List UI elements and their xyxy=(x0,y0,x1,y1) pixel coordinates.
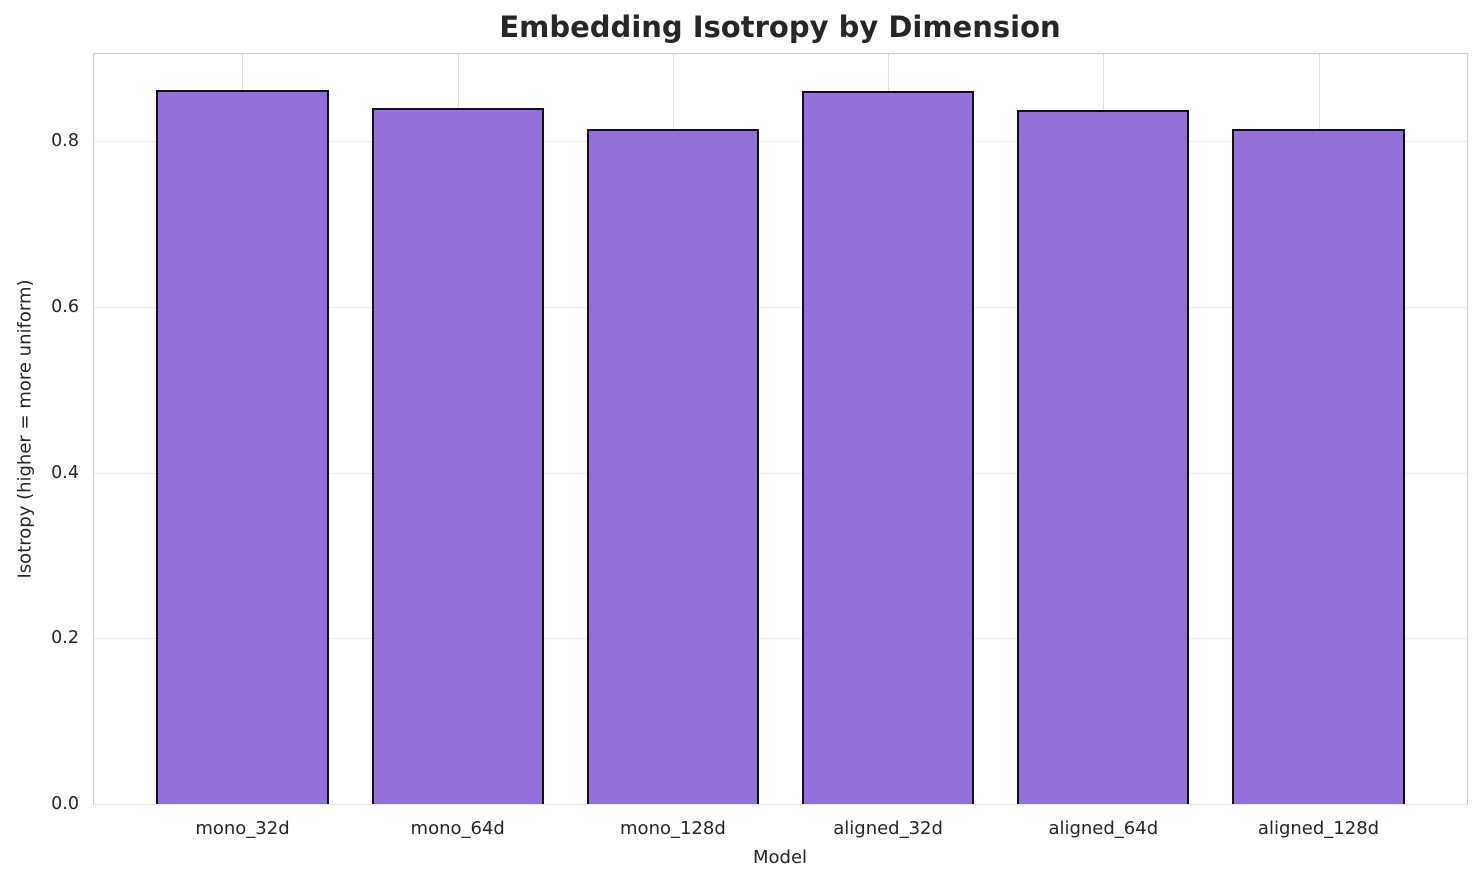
y-tick-label: 0.0 xyxy=(51,794,79,814)
y-tick-label: 0.4 xyxy=(51,462,79,483)
bar-aligned_64d xyxy=(1017,109,1190,804)
x-tick-label: mono_32d xyxy=(195,818,290,839)
plot-area xyxy=(93,53,1468,805)
bar-aligned_32d xyxy=(802,91,975,804)
x-axis-label: Model xyxy=(752,847,808,868)
horizontal-gridline xyxy=(94,804,1467,805)
x-tick-label: aligned_128d xyxy=(1257,818,1380,839)
y-axis-label: Isotropy (higher = more uniform) xyxy=(14,279,36,579)
y-tick-label: 0.2 xyxy=(51,628,79,649)
bar-mono_128d xyxy=(586,128,759,804)
horizontal-gridline xyxy=(94,638,1467,640)
chart-title: Embedding Isotropy by Dimension xyxy=(499,10,1061,44)
horizontal-gridline xyxy=(94,141,1467,143)
bar-mono_64d xyxy=(371,107,544,804)
bar-aligned_128d xyxy=(1232,129,1405,804)
horizontal-gridline xyxy=(94,306,1467,308)
x-tick-label: mono_64d xyxy=(410,818,505,839)
y-tick-label: 0.6 xyxy=(51,296,79,317)
y-tick-label: 0.8 xyxy=(51,131,79,152)
x-tick-label: aligned_64d xyxy=(1048,818,1159,839)
bar-mono_32d xyxy=(156,89,329,804)
horizontal-gridline xyxy=(94,472,1467,474)
x-tick-label: mono_128d xyxy=(620,818,726,839)
x-tick-label: aligned_32d xyxy=(833,818,943,839)
